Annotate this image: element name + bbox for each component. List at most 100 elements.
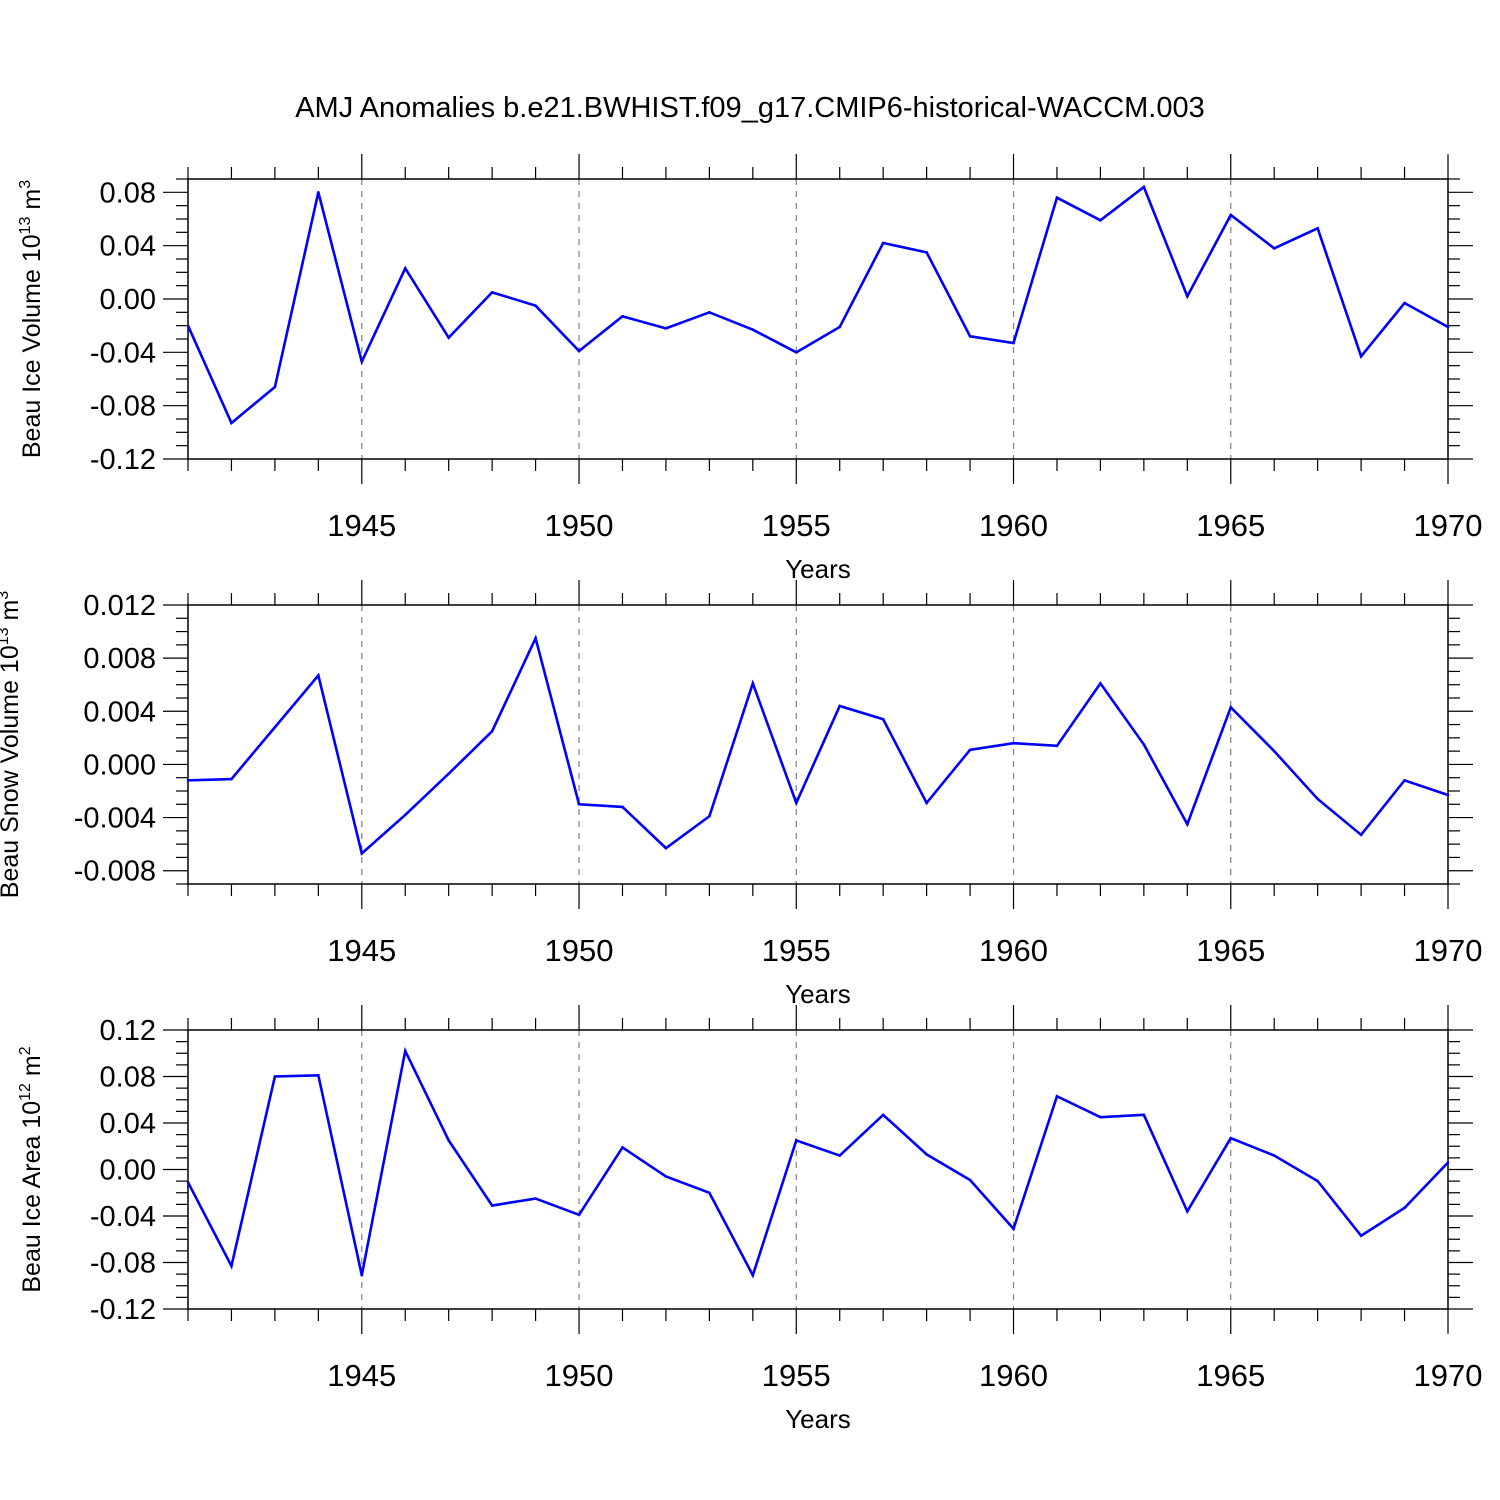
data-point — [925, 801, 928, 805]
y-axis-label-exp: 13 — [17, 216, 34, 234]
data-point — [664, 1175, 668, 1178]
data-point — [360, 1273, 364, 1277]
data-point — [1359, 355, 1363, 358]
plot-frame — [187, 1029, 1449, 1310]
data-point — [1316, 797, 1319, 801]
data-point — [1272, 1154, 1276, 1157]
data-point — [751, 682, 755, 685]
x-tick-label: 1965 — [1196, 1358, 1265, 1393]
data-point — [1229, 213, 1233, 217]
data-point — [403, 1049, 407, 1053]
data-point — [534, 636, 537, 640]
y-axis-label-unit: m — [0, 600, 24, 628]
data-point — [186, 1180, 190, 1184]
data-point — [317, 191, 320, 194]
data-point — [1142, 743, 1146, 746]
data-point — [273, 385, 277, 389]
y-tick-label: 0.008 — [83, 643, 156, 675]
x-tick-label: 1965 — [1196, 933, 1265, 968]
y-axis-label: Beau Ice Volume 1013 m3 — [17, 180, 46, 458]
y-tick-label: 0.08 — [100, 177, 156, 209]
x-axis-label: Years — [785, 1404, 851, 1434]
data-point — [708, 1191, 711, 1195]
x-tick-label: 1945 — [327, 508, 396, 543]
data-point — [1272, 749, 1276, 753]
data-point — [1403, 779, 1406, 782]
y-tick-label: -0.04 — [90, 1201, 156, 1233]
x-tick-label: 1945 — [327, 1358, 396, 1393]
data-point — [664, 846, 668, 850]
data-point — [968, 1178, 972, 1182]
data-point — [1012, 1227, 1015, 1231]
data-point — [447, 336, 450, 339]
chart-panel-2: -0.008 -0.004 0.000 0.004 0.008 0.012 1945 1950… — [0, 580, 1482, 1009]
y-tick-label: -0.08 — [90, 391, 156, 423]
y-tick-label: 0.00 — [100, 284, 156, 316]
x-tick-label: 1955 — [762, 508, 831, 543]
y-axis-label-base: Beau Ice Area 10 — [18, 1101, 46, 1293]
data-point — [794, 351, 798, 354]
data-point — [1186, 1210, 1189, 1213]
data-point — [1272, 247, 1276, 250]
data-point — [1359, 833, 1363, 837]
data-point — [1359, 1234, 1363, 1238]
data-point — [708, 814, 711, 818]
y-axis-label-unit: m — [18, 189, 46, 217]
y-tick-label: -0.12 — [90, 1294, 156, 1326]
data-point — [230, 1264, 233, 1268]
data-point — [621, 1146, 624, 1149]
data-point — [838, 1154, 842, 1157]
data-point — [925, 251, 928, 254]
data-point — [1316, 227, 1319, 230]
data-point — [1446, 1161, 1450, 1164]
x-tick-label: 1960 — [979, 1358, 1048, 1393]
x-tick-label: 1965 — [1196, 508, 1265, 543]
y-tick-label: 0.000 — [83, 749, 156, 781]
data-point — [664, 327, 668, 330]
y-tick-label: -0.04 — [90, 337, 156, 369]
x-tick-label: 1950 — [545, 508, 614, 543]
y-tick-label: -0.008 — [74, 856, 156, 888]
data-point — [317, 1074, 320, 1077]
data-point — [881, 1113, 885, 1117]
data-point — [1099, 1115, 1102, 1119]
data-point — [1186, 295, 1189, 298]
data-point — [317, 674, 320, 677]
y-axis-label-unit: m — [18, 1055, 46, 1083]
data-point — [360, 852, 364, 855]
data-point — [1012, 741, 1015, 745]
x-tick-label: 1960 — [979, 933, 1048, 968]
data-point — [1229, 1136, 1233, 1140]
data-point — [1142, 185, 1146, 189]
y-tick-label: 0.12 — [100, 1015, 156, 1047]
y-axis-label-base: Beau Snow Volume 10 — [0, 645, 24, 898]
data-point — [968, 748, 972, 752]
data-point — [838, 325, 842, 329]
data-point — [1142, 1113, 1146, 1117]
y-axis-label: Beau Snow Volume 1013 m3 — [0, 591, 24, 899]
y-axis-label-unit-exp: 3 — [0, 591, 12, 600]
x-axis-label: Years — [785, 979, 851, 1009]
data-point — [1099, 219, 1102, 222]
x-axis-label: Years — [785, 554, 851, 584]
y-axis-label-exp: 13 — [0, 627, 12, 645]
data-point — [360, 360, 364, 363]
plot-frame — [187, 604, 1449, 885]
data-point — [1403, 301, 1406, 305]
y-tick-label: 0.08 — [100, 1062, 156, 1094]
data-point — [534, 304, 537, 307]
data-point — [1055, 1094, 1059, 1098]
data-point — [447, 1139, 450, 1142]
data-point — [1446, 793, 1450, 797]
data-point — [1012, 341, 1015, 345]
data-point — [1099, 682, 1102, 685]
data-point — [1403, 1206, 1406, 1210]
x-tick-label: 1945 — [327, 933, 396, 968]
data-point — [881, 717, 885, 721]
data-point — [838, 704, 842, 708]
y-tick-label: -0.004 — [74, 803, 156, 835]
y-tick-label: 0.04 — [100, 1108, 156, 1140]
data-point — [230, 777, 233, 781]
data-point — [577, 802, 581, 806]
